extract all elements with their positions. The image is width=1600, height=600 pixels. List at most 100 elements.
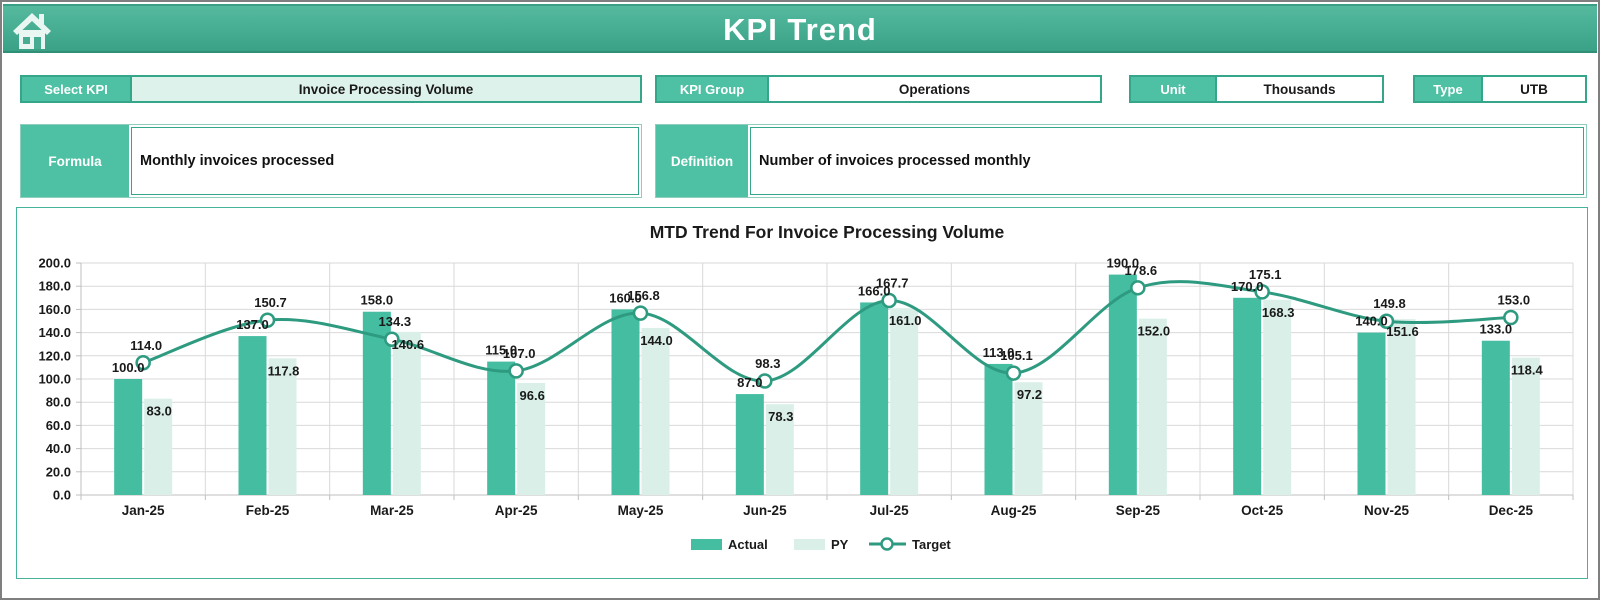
select-kpi-value[interactable]: Invoice Processing Volume xyxy=(130,77,640,101)
chart-title: MTD Trend For Invoice Processing Volume xyxy=(650,222,1005,242)
legend-swatch-actual xyxy=(691,539,722,550)
label-actual: 140.0 xyxy=(1355,314,1388,329)
y-tick-label: 0.0 xyxy=(53,488,71,503)
y-tick-label: 80.0 xyxy=(46,395,71,410)
target-marker xyxy=(508,363,524,379)
y-tick-label: 100.0 xyxy=(38,372,71,387)
bar-actual xyxy=(860,302,889,495)
target-marker xyxy=(1378,313,1395,329)
x-tick-label: Oct-25 xyxy=(1241,503,1284,518)
label-actual: 87.0 xyxy=(737,375,762,390)
bar-actual xyxy=(487,361,516,495)
label-target: 175.1 xyxy=(1249,267,1282,282)
kpi-trend-chart: MTD Trend For Invoice Processing Volume 0… xyxy=(38,222,1574,552)
definition-box: Definition Number of invoices processed … xyxy=(655,124,1587,198)
bar-actual xyxy=(114,379,143,495)
legend-swatch-py xyxy=(794,539,825,550)
page-title: KPI Trend xyxy=(723,12,877,47)
label-py: 83.0 xyxy=(147,404,172,419)
x-tick-label: Jun-25 xyxy=(743,503,787,518)
x-tick-label: Nov-25 xyxy=(1364,503,1410,518)
label-target: 149.8 xyxy=(1373,296,1406,311)
kpi-group-control: KPI Group Operations xyxy=(655,75,1102,103)
target-marker xyxy=(1254,284,1270,300)
type-value: UTB xyxy=(1481,77,1585,101)
select-kpi-control: Select KPI Invoice Processing Volume xyxy=(20,75,642,103)
x-tick-label: Mar-25 xyxy=(370,503,414,518)
bar-py xyxy=(1387,319,1416,495)
kpi-group-label: KPI Group xyxy=(657,77,767,101)
label-py: 118.4 xyxy=(1511,363,1544,378)
type-control: Type UTB xyxy=(1413,75,1587,103)
x-tick-label: Sep-25 xyxy=(1116,503,1161,518)
label-py: 152.0 xyxy=(1138,324,1171,339)
definition-value: Number of invoices processed monthly xyxy=(750,127,1584,195)
bar-actual xyxy=(1481,340,1510,495)
label-actual: 170.0 xyxy=(1231,279,1264,294)
bar-actual xyxy=(238,336,267,495)
target-marker xyxy=(1130,280,1146,296)
y-tick-label: 180.0 xyxy=(38,279,71,294)
label-py: 140.6 xyxy=(392,337,425,352)
label-actual: 137.0 xyxy=(236,317,269,332)
select-kpi-label: Select KPI xyxy=(22,77,130,101)
bar-py xyxy=(392,331,421,495)
label-target: 114.0 xyxy=(130,338,162,353)
label-target: 153.0 xyxy=(1498,293,1531,308)
label-actual: 113.0 xyxy=(983,345,1015,360)
label-py: 78.3 xyxy=(768,409,793,424)
bar-py xyxy=(641,327,670,495)
bar-py xyxy=(268,358,297,495)
label-actual: 158.0 xyxy=(361,293,394,308)
bar-py xyxy=(765,404,794,495)
target-marker xyxy=(259,312,276,328)
x-tick-label: Apr-25 xyxy=(495,503,538,518)
legend-label-target: Target xyxy=(912,537,951,552)
label-target: 150.7 xyxy=(254,295,287,310)
y-tick-label: 160.0 xyxy=(38,302,71,317)
y-tick-label: 200.0 xyxy=(38,256,71,271)
bar-actual xyxy=(1357,332,1386,495)
bar-py xyxy=(144,398,173,495)
bar-py xyxy=(1511,357,1540,495)
bar-actual xyxy=(984,363,1013,495)
kpi-group-value: Operations xyxy=(767,77,1100,101)
label-py: 97.2 xyxy=(1017,387,1042,402)
type-label: Type xyxy=(1415,77,1481,101)
y-tick-label: 60.0 xyxy=(46,418,71,433)
target-marker xyxy=(1005,365,1022,381)
label-py: 168.3 xyxy=(1262,305,1295,320)
label-target: 105.1 xyxy=(1000,348,1033,363)
x-tick-label: Jan-25 xyxy=(122,503,165,518)
target-marker xyxy=(1503,309,1519,326)
bar-py xyxy=(517,382,546,495)
label-target: 178.6 xyxy=(1125,263,1158,278)
y-tick-label: 140.0 xyxy=(38,325,71,340)
target-marker xyxy=(632,305,649,321)
target-marker xyxy=(384,331,400,347)
x-tick-label: Dec-25 xyxy=(1489,503,1534,518)
legend-label-py: PY xyxy=(831,537,849,552)
label-target: 107.0 xyxy=(503,346,536,361)
y-tick-label: 40.0 xyxy=(46,441,71,456)
bar-py xyxy=(1263,299,1292,495)
bar-actual xyxy=(1108,274,1137,495)
bar-py xyxy=(1014,382,1043,495)
bar-py xyxy=(890,308,919,495)
y-tick-label: 120.0 xyxy=(38,348,71,363)
unit-control: Unit Thousands xyxy=(1129,75,1384,103)
bar-actual xyxy=(1233,297,1262,495)
definition-label: Definition xyxy=(656,125,748,197)
x-tick-label: Aug-25 xyxy=(991,503,1037,518)
home-button[interactable] xyxy=(8,9,56,53)
label-actual: 166.0 xyxy=(858,283,891,298)
home-icon xyxy=(13,13,51,49)
bar-py xyxy=(1138,318,1167,495)
header-bar: KPI Trend xyxy=(3,4,1597,53)
kpi-trend-chart-card: MTD Trend For Invoice Processing Volume 0… xyxy=(16,207,1588,579)
legend-marker-target xyxy=(880,537,894,551)
x-tick-label: Jul-25 xyxy=(870,503,910,518)
x-tick-label: Feb-25 xyxy=(246,503,290,518)
label-py: 151.6 xyxy=(1386,324,1419,339)
